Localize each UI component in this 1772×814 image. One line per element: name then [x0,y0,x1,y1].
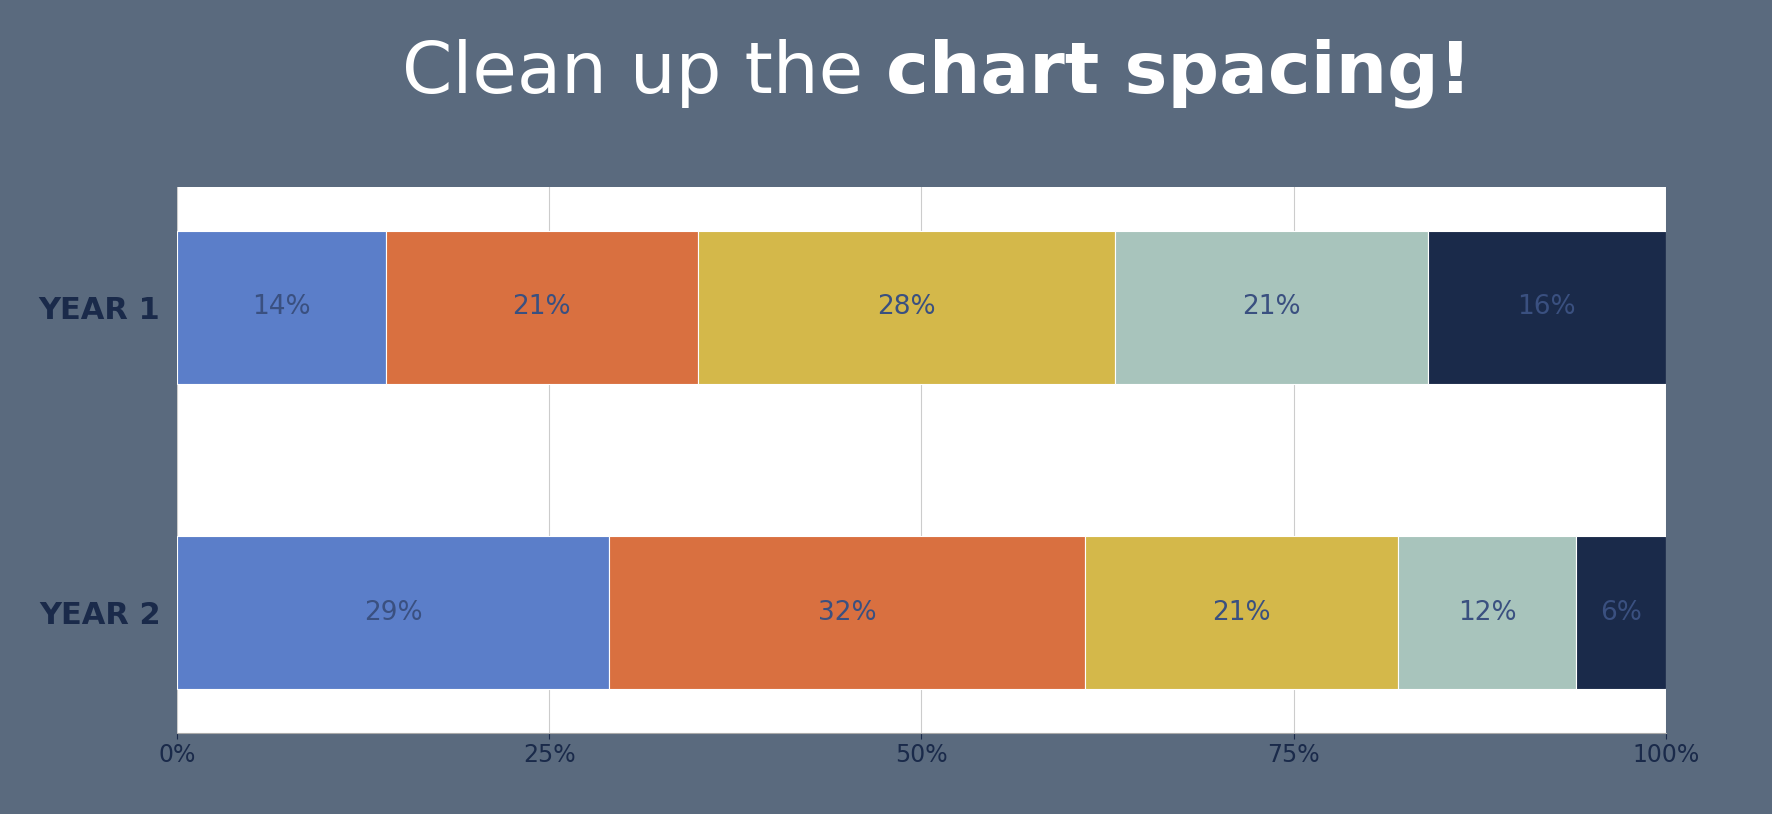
Bar [1577,536,1666,689]
Text: 29%: 29% [363,600,422,626]
Text: 32%: 32% [817,600,877,626]
Text: 12%: 12% [1458,600,1517,626]
Bar [1398,536,1577,689]
Text: 21%: 21% [1212,600,1271,626]
Bar [1084,536,1398,689]
Text: chart spacing!: chart spacing! [886,38,1473,108]
Text: 6%: 6% [1600,600,1643,626]
Text: 14%: 14% [252,294,310,320]
Bar [386,231,698,383]
Text: 21%: 21% [512,294,571,320]
Text: 21%: 21% [1242,294,1301,320]
Bar [177,231,386,383]
Bar [1428,231,1666,383]
Text: 28%: 28% [877,294,936,320]
Bar [1115,231,1428,383]
Bar [698,231,1115,383]
Bar [610,536,1084,689]
Text: 16%: 16% [1517,294,1575,320]
Text: Clean up the: Clean up the [402,39,886,107]
Bar [177,536,610,689]
